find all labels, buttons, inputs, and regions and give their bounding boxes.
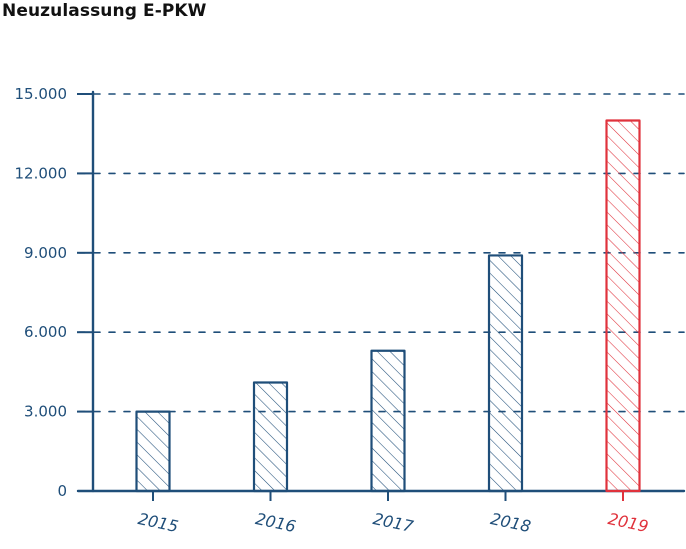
x-tick-labels: 2015 2016 2017 2018 2019: [136, 509, 650, 536]
x-tick-label-2019: 2019: [606, 509, 650, 536]
bar-2019: [605, 119, 641, 493]
y-tick-label: 9.000: [24, 244, 67, 262]
x-tick-label-2016: 2016: [254, 509, 298, 536]
x-tick-label-2015: 2015: [136, 509, 180, 536]
bar-2016: [252, 381, 289, 493]
y-tick-label: 15.000: [15, 85, 68, 103]
y-tick-label: 3.000: [24, 403, 67, 421]
bar-2018: [487, 254, 524, 493]
y-tick-labels: 0 3.000 6.000 9.000 12.000 15.000: [15, 85, 68, 500]
y-tick-label: 0: [57, 482, 67, 500]
y-tick-label: 6.000: [24, 323, 67, 341]
y-tick-label: 12.000: [15, 164, 68, 182]
bars: [135, 119, 641, 493]
chart-title: Neuzulassung E-PKW: [2, 1, 207, 21]
x-tick-label-2018: 2018: [489, 509, 533, 536]
bar-2017: [370, 349, 406, 493]
bar-2015: [135, 410, 171, 493]
x-tick-label-2017: 2017: [371, 509, 416, 536]
